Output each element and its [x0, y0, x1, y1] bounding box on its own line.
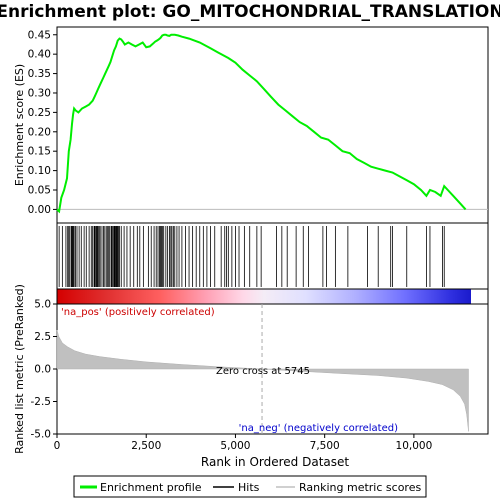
es-y-tick-label: 0.25 — [28, 107, 51, 119]
ranking-y-tick-label: 5.0 — [34, 299, 51, 311]
ranking-y-tick-label: -2.5 — [31, 396, 52, 408]
es-y-tick-label: 0.10 — [28, 165, 51, 177]
x-tick-label: 10,000 — [396, 440, 433, 452]
legend-enrichment-label: Enrichment profile — [100, 481, 202, 494]
legend-hits-label: Hits — [238, 481, 260, 494]
x-tick-label: 5,000 — [220, 440, 250, 452]
negative-correlation-label: 'na_neg' (negatively correlated) — [239, 423, 398, 434]
ranking-y-tick-label: -5.0 — [31, 429, 52, 441]
ranking-y-tick-label: 0.0 — [34, 364, 51, 376]
zero-cross-label: Zero cross at 5745 — [216, 366, 310, 377]
es-y-tick-label: 0.30 — [28, 87, 51, 99]
es-y-tick-label: 0.45 — [28, 29, 51, 41]
rank-color-band — [57, 289, 471, 304]
es-y-tick-label: 0.15 — [28, 146, 51, 158]
es-y-tick-label: 0.05 — [28, 185, 51, 197]
legend: Enrichment profile Hits Ranking metric s… — [74, 476, 426, 497]
positive-correlation-label: 'na_pos' (positively correlated) — [61, 307, 215, 318]
x-tick-label: 0 — [54, 440, 61, 452]
es-y-axis-label: Enrichment score (ES) — [13, 64, 26, 186]
ranking-y-axis: -5.0 -2.5 0.0 2.5 5.0 — [31, 299, 58, 441]
es-y-tick-label: 0.00 — [28, 204, 51, 216]
x-tick-label: 2,500 — [131, 440, 161, 452]
x-axis: 0 2,500 5,000 7,500 10,000 — [54, 434, 433, 452]
es-y-tick-label: 0.20 — [28, 126, 51, 138]
chart-title: Enrichment plot: GO_MITOCHONDRIAL_TRANSL… — [0, 2, 500, 22]
ranking-y-tick-label: 2.5 — [34, 331, 51, 343]
ranking-y-axis-label: Ranked list metric (PreRanked) — [13, 284, 26, 454]
legend-ranking-label: Ranking metric scores — [299, 481, 421, 494]
x-tick-label: 7,500 — [310, 440, 340, 452]
x-axis-label: Rank in Ordered Dataset — [201, 455, 349, 469]
hits-panel-frame — [57, 223, 488, 289]
es-y-tick-label: 0.40 — [28, 49, 51, 61]
es-y-tick-label: 0.35 — [28, 68, 51, 80]
es-y-axis: 0.00 0.05 0.10 0.15 0.20 0.25 0.30 0.35 0.40 0.45 — [28, 29, 57, 216]
